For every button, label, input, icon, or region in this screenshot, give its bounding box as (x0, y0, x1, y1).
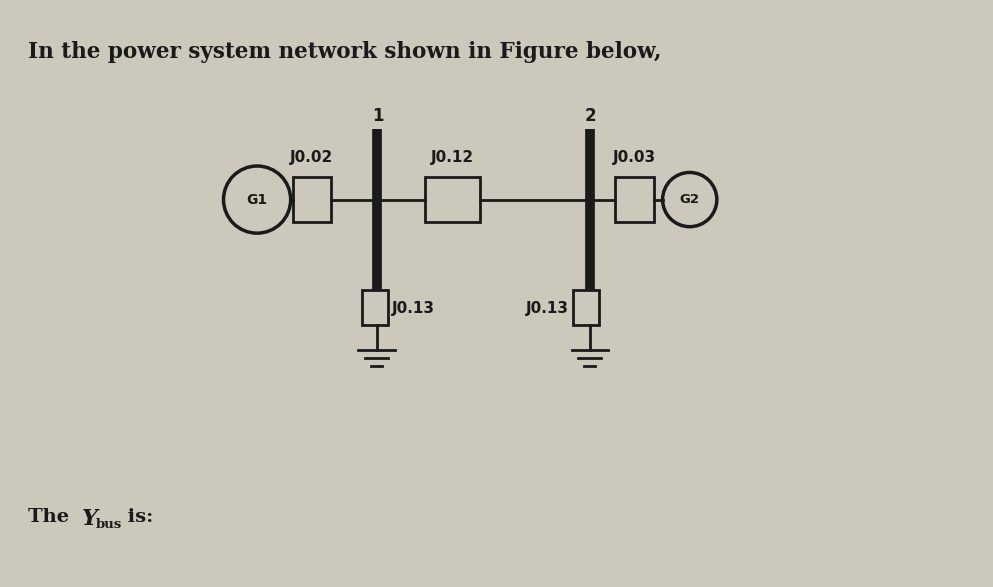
Text: G2: G2 (680, 193, 700, 206)
Text: 2: 2 (585, 107, 597, 125)
Text: is:: is: (121, 508, 153, 526)
Bar (574, 290, 600, 325)
Text: J0.02: J0.02 (290, 150, 334, 166)
Text: 1: 1 (372, 107, 383, 125)
Text: J0.13: J0.13 (526, 301, 569, 316)
Text: bus: bus (95, 518, 121, 531)
Text: G1: G1 (246, 193, 268, 207)
Text: In the power system network shown in Figure below,: In the power system network shown in Fig… (28, 41, 661, 63)
Text: J0.12: J0.12 (431, 150, 474, 166)
Bar (293, 177, 332, 222)
Text: Y: Y (81, 508, 97, 529)
Bar (616, 177, 654, 222)
Bar (425, 177, 480, 222)
Bar (361, 290, 387, 325)
Text: J0.03: J0.03 (614, 150, 656, 166)
Text: J0.13: J0.13 (391, 301, 434, 316)
Text: The: The (28, 508, 75, 526)
